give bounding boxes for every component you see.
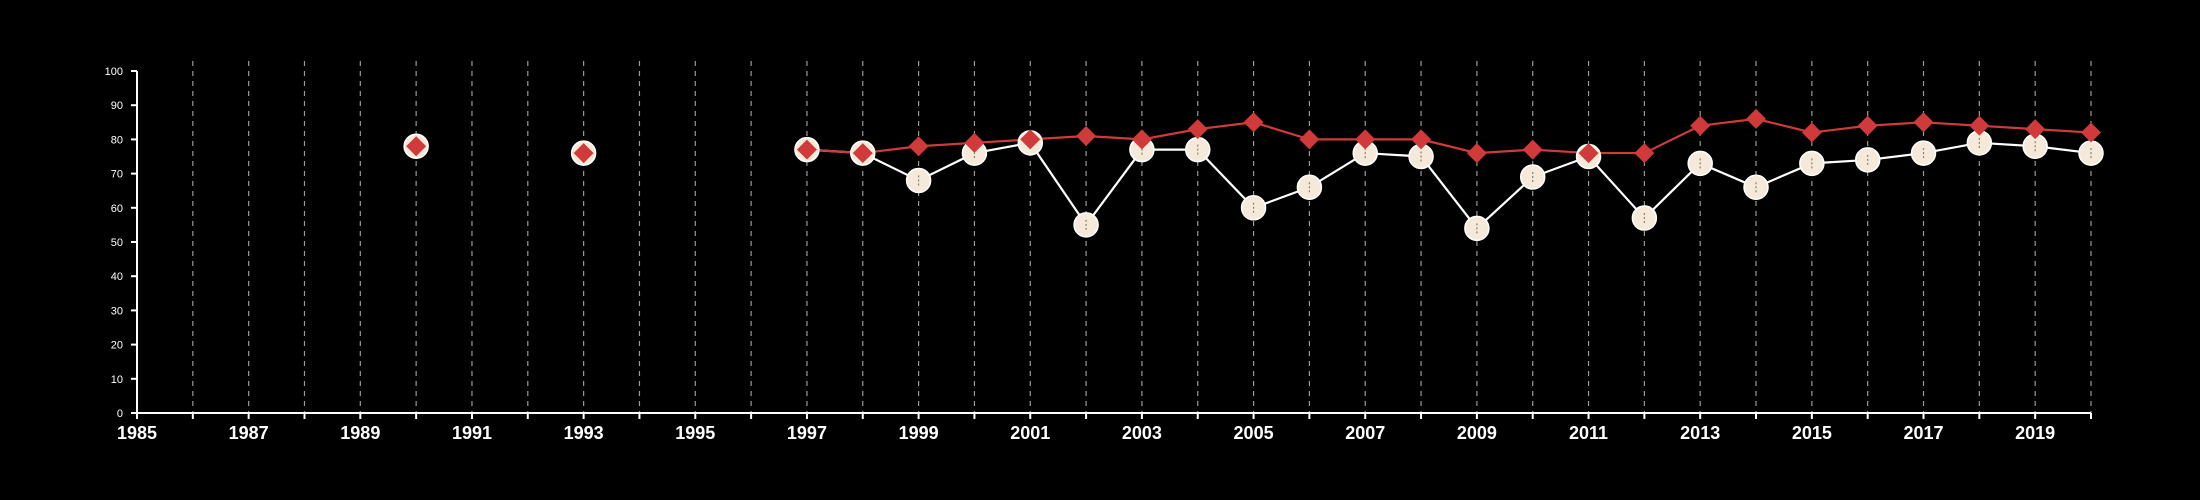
y-tick-label: 60 [111,203,123,215]
series-2-point [1466,143,1487,164]
x-tick-label: 2013 [1680,423,1720,443]
series-2-point [1076,125,1097,146]
series-2-point [1913,112,1934,133]
x-tick-label: 2007 [1345,423,1385,443]
series-2-point [1578,143,1599,164]
series-2-point [2081,122,2101,143]
series-2-point [1801,122,1822,143]
x-tick-label: 2005 [1234,423,1274,443]
series-2-point [1355,129,1376,150]
grid-layer [192,61,2092,413]
y-tick-label: 50 [111,237,123,249]
x-tick-label: 1991 [452,423,492,443]
x-tick-label: 2015 [1792,423,1832,443]
x-tick-label: 2019 [2015,423,2055,443]
series-layer [403,108,2104,242]
x-tick-label: 2003 [1122,423,1162,443]
series-2-point [1411,129,1432,150]
x-tick-label: 2017 [1903,423,1943,443]
x-tick-label: 1995 [675,423,715,443]
series-2-point [1243,112,1264,133]
x-tick-label: 2009 [1457,423,1497,443]
series-2-point [1020,129,1041,150]
y-tick-label: 90 [111,100,123,112]
y-tick-label: 40 [111,271,123,283]
y-tick-label: 10 [111,374,123,386]
series-2-point [1187,119,1208,140]
series-2-point [1690,115,1711,136]
y-tick-label: 30 [111,305,123,317]
series-2-point [908,136,929,157]
series-2-point [1746,108,1767,129]
series-2-point [1131,129,1152,150]
series-2-point [573,143,594,164]
series-2-point [1969,115,1990,136]
y-tick-label: 0 [117,408,123,420]
x-tick-label: 2011 [1569,423,1608,443]
series-2-point [964,132,985,153]
x-tick-label: 1999 [899,423,939,443]
x-tick-label: 1997 [787,423,827,443]
y-tick-label: 20 [111,340,123,352]
axis-layer: 1985 1987 1989 1991 1993 1995 1997 1999 2001 2003… [105,66,2092,443]
series-2-point [1857,115,1878,136]
y-tick-label: 100 [105,66,123,78]
series-2-point [1634,143,1655,164]
x-tick-label: 1987 [229,423,269,443]
y-tick-label: 80 [111,134,123,146]
x-tick-label: 1985 [117,423,157,443]
y-tick-label: 70 [111,169,123,181]
x-tick-label: 1993 [564,423,604,443]
series-2-point [1299,129,1320,150]
series-2-point [852,143,873,164]
series-2-point [796,139,817,160]
series-2-point [406,136,427,157]
x-tick-label: 1989 [340,423,380,443]
series-2-point [2025,119,2046,140]
x-tick-label: 2001 [1010,423,1050,443]
series-2-point [1522,139,1543,160]
